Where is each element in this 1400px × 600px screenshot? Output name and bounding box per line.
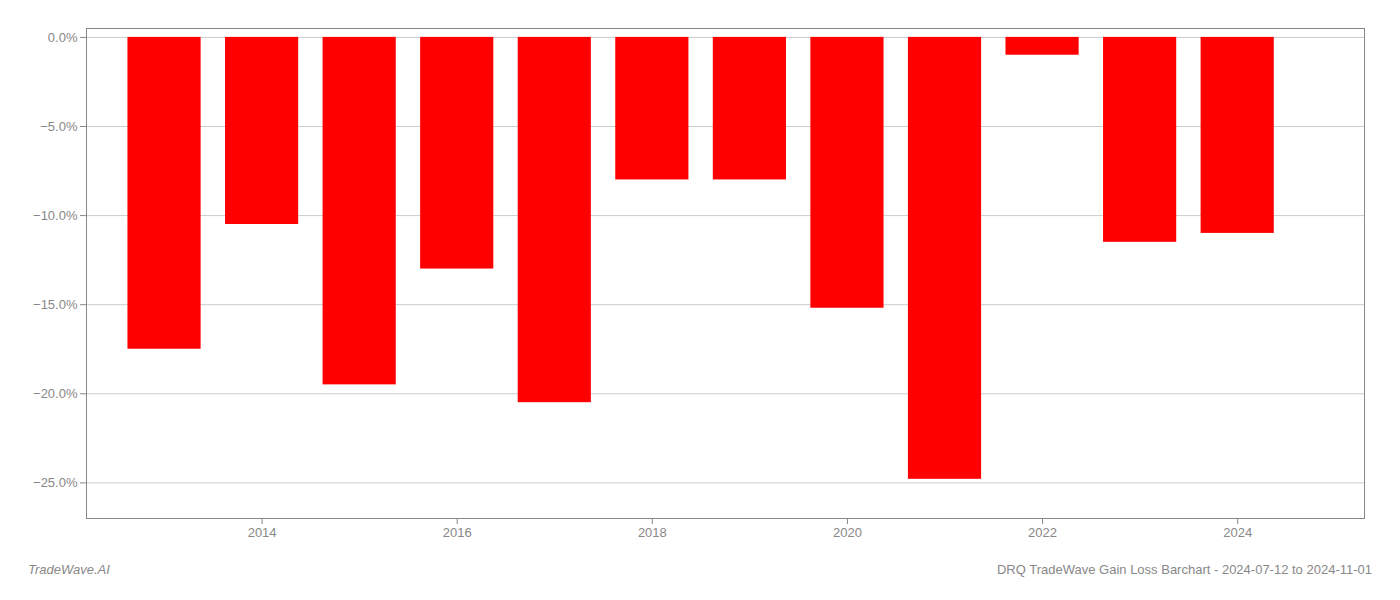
svg-text:2014: 2014: [248, 525, 277, 540]
svg-text:−15.0%: −15.0%: [33, 297, 78, 312]
svg-text:2018: 2018: [638, 525, 667, 540]
svg-text:0.0%: 0.0%: [48, 30, 78, 45]
svg-text:2024: 2024: [1223, 525, 1252, 540]
svg-text:−5.0%: −5.0%: [40, 119, 78, 134]
svg-text:2020: 2020: [833, 525, 862, 540]
html-text:TradeWave.AI: TradeWave.AI: [28, 562, 110, 577]
svg-text:2022: 2022: [1028, 525, 1057, 540]
svg-text:2016: 2016: [443, 525, 472, 540]
svg-text:−25.0%: −25.0%: [33, 475, 78, 490]
svg-text:−20.0%: −20.0%: [33, 386, 78, 401]
html-text:DRQ TradeWave Gain Loss Barcha: DRQ TradeWave Gain Loss Barchart - 2024-…: [997, 562, 1372, 577]
svg-text:−10.0%: −10.0%: [33, 208, 78, 223]
